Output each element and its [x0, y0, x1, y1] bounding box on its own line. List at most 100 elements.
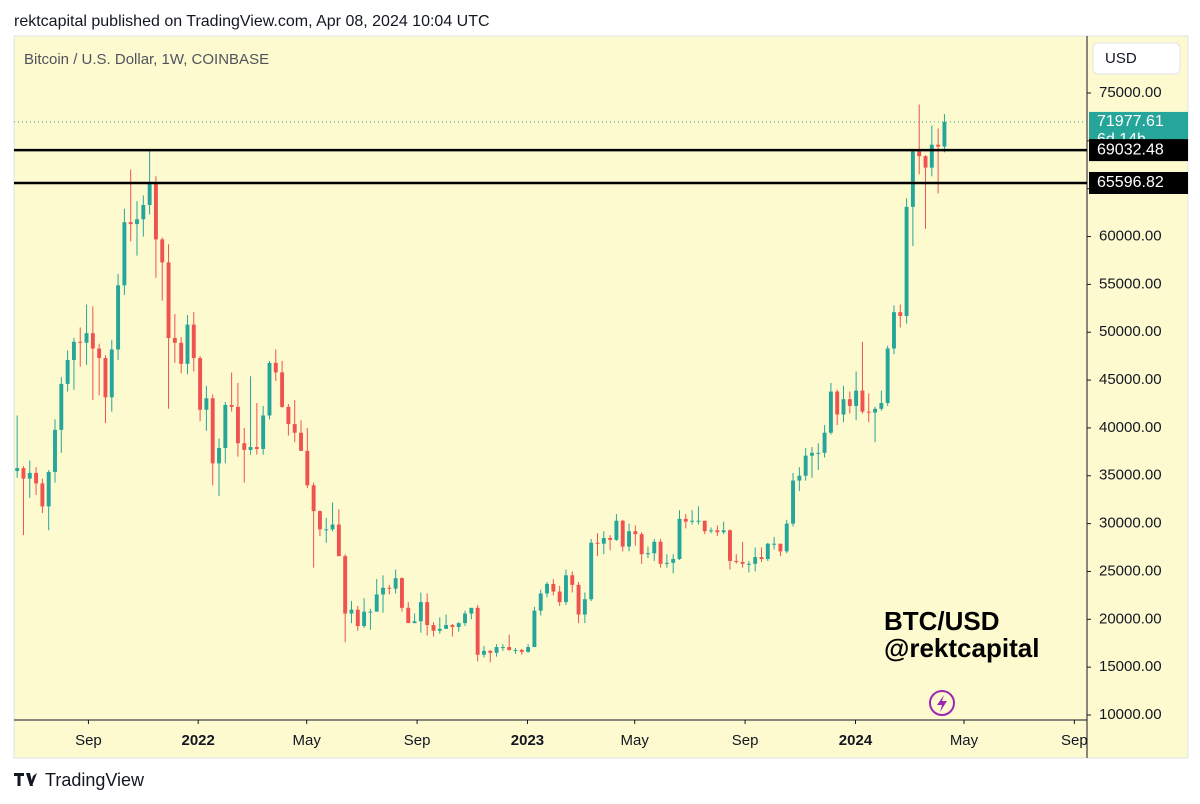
candle-body	[696, 520, 701, 522]
candle-body	[172, 337, 177, 343]
x-tick-label: 2022	[182, 732, 215, 749]
candle-body	[658, 541, 663, 564]
candle-body	[299, 432, 303, 451]
candle-body	[822, 432, 827, 453]
candle-body	[709, 530, 713, 532]
candle-body	[873, 408, 878, 413]
level-tag	[1089, 139, 1188, 162]
y-tick-label: 20000.00	[1099, 610, 1162, 627]
candle-body	[904, 206, 909, 316]
candle-body	[582, 599, 587, 615]
y-tick-label: 40000.00	[1099, 419, 1162, 436]
candle-body	[866, 411, 871, 413]
candle-body	[753, 557, 758, 564]
candle-body	[715, 530, 720, 533]
candle-body	[526, 647, 531, 652]
publish-header: rektcapital published on TradingView.com…	[14, 13, 490, 30]
candle-body	[248, 447, 253, 450]
candle-body	[65, 359, 70, 384]
candle-body	[816, 452, 821, 454]
candle-body	[728, 530, 732, 561]
candle-body	[362, 611, 367, 627]
candle-body	[412, 621, 417, 624]
candle-body	[481, 650, 486, 655]
candle-body	[797, 475, 802, 481]
candle-body	[223, 404, 228, 449]
candle-body	[393, 578, 398, 589]
candle-body	[109, 349, 114, 398]
candle-body	[765, 543, 770, 560]
candle-body	[589, 542, 594, 600]
candle-body	[235, 406, 240, 444]
candle-body	[27, 472, 32, 479]
candle-body	[608, 537, 613, 540]
candle-body	[78, 341, 83, 343]
candle-body	[122, 222, 127, 286]
candle-body	[646, 553, 650, 555]
candle-body	[652, 541, 657, 554]
x-tick-label: Sep	[1061, 732, 1088, 749]
candle-body	[399, 578, 404, 608]
candle-body	[336, 524, 341, 557]
candle-body	[317, 511, 322, 530]
candle-body	[734, 560, 739, 562]
candle-body	[153, 183, 158, 240]
candle-body	[563, 575, 568, 603]
candle-body	[179, 342, 184, 364]
lightning-icon[interactable]	[929, 690, 955, 716]
y-tick-label: 10000.00	[1099, 706, 1162, 723]
candle-body	[917, 151, 922, 157]
candle-body	[778, 543, 783, 552]
x-tick-label: May	[621, 732, 650, 749]
candle-body	[475, 607, 480, 655]
candle-body	[551, 583, 556, 592]
chart-frame	[13, 35, 1189, 759]
candle-body	[355, 609, 360, 627]
candle-body	[160, 239, 165, 263]
candle-body	[519, 649, 524, 652]
candle-body	[557, 591, 562, 603]
tv-logo	[14, 773, 37, 786]
candle-body	[538, 593, 543, 611]
candle-body	[191, 324, 196, 359]
y-tick-label: 50000.00	[1099, 323, 1162, 340]
candle-body	[892, 312, 896, 349]
candle-body	[923, 156, 928, 168]
y-tick-label: 75000.00	[1099, 84, 1162, 101]
candle-body	[810, 452, 814, 456]
candle-body	[242, 443, 247, 450]
candle-body	[387, 587, 392, 589]
candle-body	[494, 647, 499, 653]
watermark: @rektcapital	[884, 633, 1039, 663]
candle-body	[292, 424, 297, 433]
candle-body	[34, 472, 39, 484]
candle-body	[469, 607, 474, 614]
candle-body	[627, 531, 631, 547]
candle-body	[217, 448, 221, 464]
candle-body	[463, 613, 467, 624]
currency-button[interactable]	[1092, 42, 1181, 75]
candle-body	[425, 602, 430, 626]
candle-body	[406, 607, 411, 624]
candle-body	[910, 151, 915, 207]
candle-body	[343, 556, 348, 614]
footer-brand: TradingView	[45, 770, 145, 790]
candle-body	[595, 542, 600, 544]
y-tick-label: 45000.00	[1099, 371, 1162, 388]
candle-body	[267, 362, 272, 416]
candle-body	[898, 312, 903, 316]
candle-body	[280, 372, 285, 407]
candle-body	[677, 518, 682, 560]
candle-body	[759, 557, 764, 560]
candle-body	[929, 144, 934, 168]
candle-body	[381, 587, 385, 595]
candle-body	[633, 531, 638, 535]
watermark: BTC/USD	[884, 606, 1000, 636]
y-tick-label: 25000.00	[1099, 562, 1162, 579]
candle-body	[374, 594, 379, 612]
candle-body	[860, 390, 865, 412]
candle-body	[324, 529, 329, 531]
candle-body	[437, 628, 442, 631]
candle-body	[740, 561, 745, 564]
